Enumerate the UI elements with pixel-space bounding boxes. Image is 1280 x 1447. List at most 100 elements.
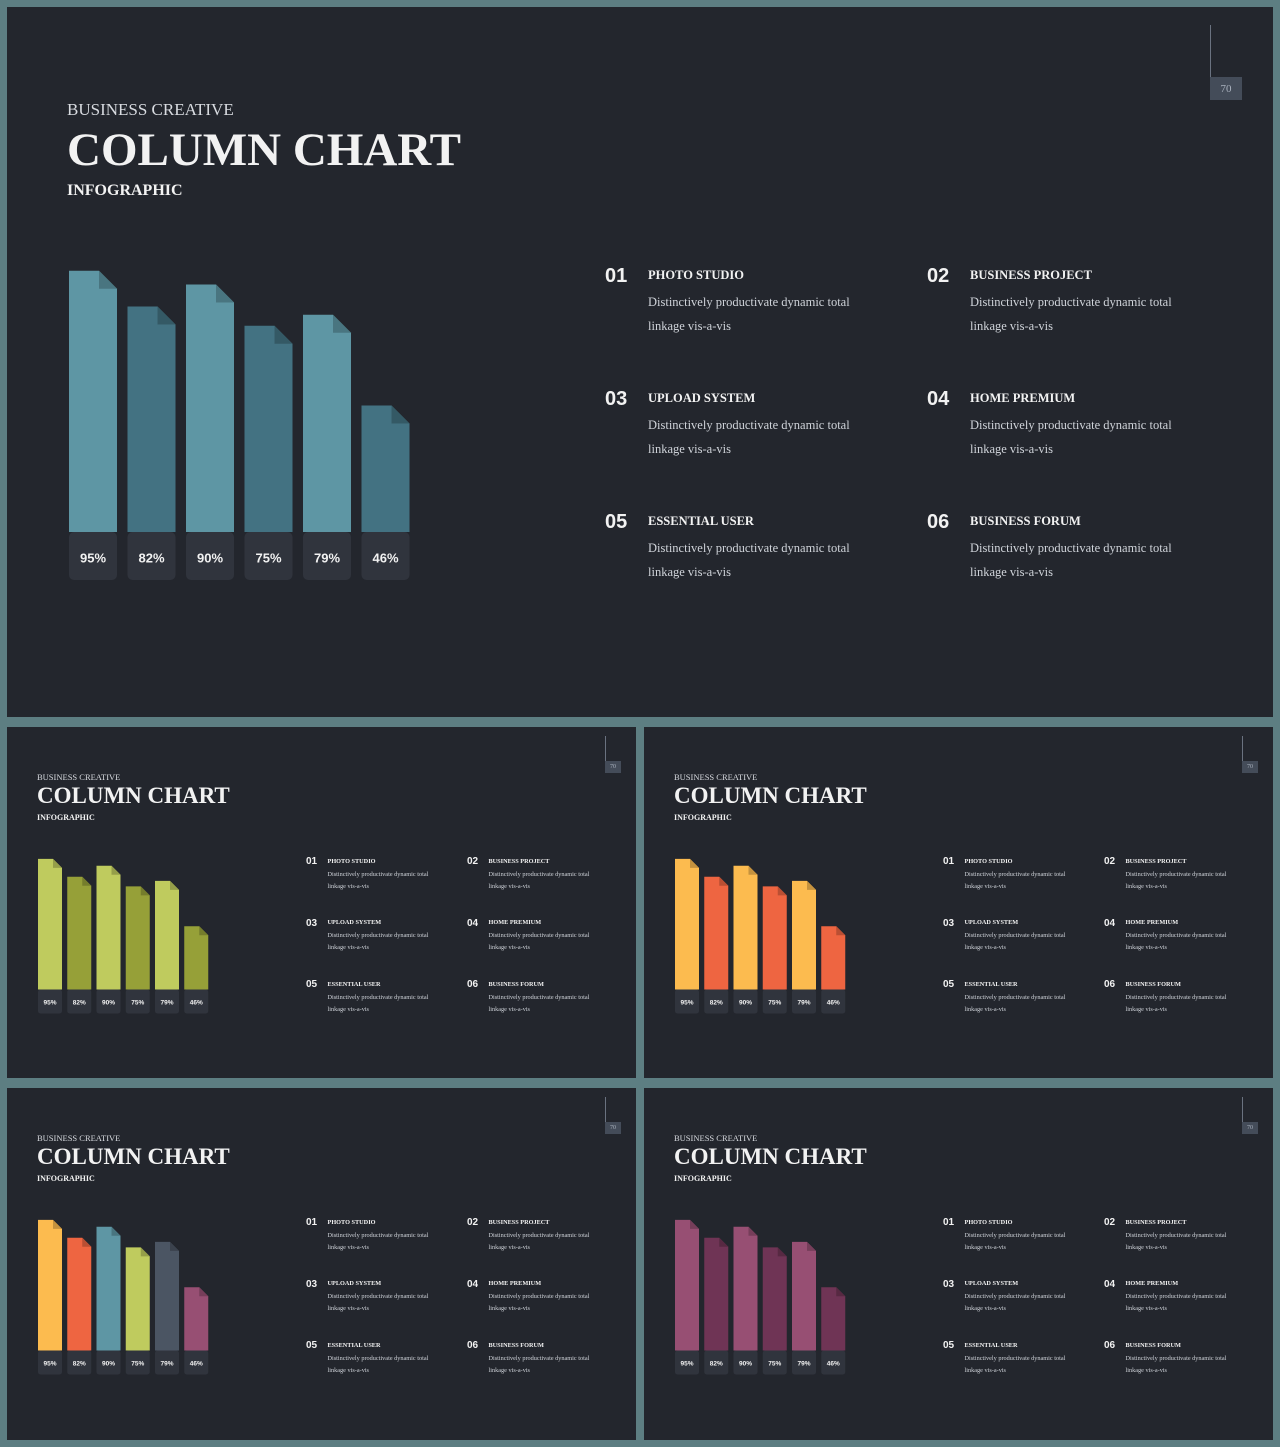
- item-title: HOME PREMIUM: [1125, 1280, 1179, 1287]
- value-label-box-03: [733, 989, 758, 1014]
- value-label-box-06: [361, 532, 410, 580]
- bar-value-label-06: 46%: [190, 1000, 203, 1007]
- value-label-box-05: [792, 989, 816, 1014]
- bar-value-label-05: 79%: [160, 1361, 173, 1368]
- item-number: 02: [467, 856, 479, 867]
- bar-value-label-01: 95%: [43, 1361, 56, 1368]
- bar-value-label-02: 82%: [710, 1000, 723, 1007]
- slide-tagline: INFOGRAPHIC: [37, 1174, 95, 1183]
- bar-06: [821, 926, 846, 990]
- item-number: 05: [943, 1340, 955, 1351]
- bar-value-label-03: 90%: [197, 550, 223, 565]
- bar-fold-05: [170, 1241, 179, 1251]
- item-title: BUSINESS FORUM: [488, 1341, 544, 1349]
- bar-01: [69, 270, 117, 532]
- item-description: Distinctively productivate dynamic total…: [488, 1231, 590, 1251]
- item-description: Distinctively productivate dynamic total…: [327, 1293, 429, 1312]
- item-title: ESSENTIAL USER: [327, 1341, 381, 1349]
- value-label-box-01: [38, 1350, 62, 1375]
- item-title: UPLOAD SYSTEM: [327, 1280, 382, 1287]
- item-number: 01: [306, 856, 318, 867]
- bar-fold-02: [157, 306, 176, 325]
- bar-fold-01: [99, 270, 117, 289]
- item-number: 06: [467, 1340, 479, 1351]
- item-number: 01: [605, 265, 628, 287]
- item-description: Distinctively productivate dynamic total…: [327, 870, 429, 890]
- slide-tagline: INFOGRAPHIC: [67, 182, 183, 199]
- value-label-box-04: [762, 1350, 787, 1375]
- bar-02: [67, 1237, 92, 1351]
- bar-fold-03: [111, 865, 121, 875]
- item-title: UPLOAD SYSTEM: [327, 919, 382, 926]
- slide-subtitle: BUSINESS CREATIVE: [37, 1133, 121, 1143]
- bar-fold-05: [807, 1241, 816, 1251]
- bar-fold-05: [333, 314, 351, 333]
- value-label-box-04: [244, 532, 293, 580]
- bar-fold-03: [216, 284, 234, 303]
- item-description: Distinctively productivate dynamic total…: [1125, 1293, 1227, 1312]
- bar-03: [733, 1226, 758, 1351]
- item-number: 06: [1104, 1340, 1116, 1351]
- slide-tagline: INFOGRAPHIC: [674, 813, 732, 822]
- value-label-box-01: [675, 1350, 699, 1375]
- bar-02: [704, 1237, 729, 1351]
- value-label-box-05: [303, 532, 351, 580]
- item-number: 05: [306, 1340, 318, 1351]
- bar-fold-02: [82, 876, 92, 886]
- item-title: BUSINESS PROJECT: [1125, 1218, 1187, 1226]
- item-description: Distinctively productivate dynamic total…: [648, 418, 850, 456]
- bar-value-label-01: 95%: [680, 1000, 693, 1007]
- bar-value-label-03: 90%: [102, 1000, 115, 1007]
- item-description: Distinctively productivate dynamic total…: [488, 932, 590, 951]
- bar-01: [38, 858, 62, 990]
- item-number: 03: [943, 917, 955, 929]
- item-title: ESSENTIAL USER: [964, 1341, 1018, 1349]
- value-label-box-02: [704, 989, 729, 1014]
- bar-fold-05: [807, 880, 816, 890]
- slide-title: COLUMN CHART: [674, 783, 867, 808]
- value-label-box-01: [69, 532, 117, 580]
- item-description: Distinctively productivate dynamic total…: [488, 993, 590, 1013]
- item-number: 02: [1104, 1217, 1116, 1228]
- item-description: Distinctively productivate dynamic total…: [648, 295, 850, 333]
- column-chart: 95% 82% 90% 75% 79% 46%: [675, 858, 846, 1014]
- corner-divider: [1242, 736, 1243, 772]
- value-label-box-05: [155, 1350, 179, 1375]
- bar-value-label-04: 75%: [131, 1361, 144, 1368]
- item-title: HOME PREMIUM: [488, 1280, 542, 1287]
- value-label-box-06: [821, 989, 846, 1014]
- item-description: Distinctively productivate dynamic total…: [488, 1354, 590, 1374]
- item-title: BUSINESS FORUM: [970, 514, 1081, 528]
- bar-value-label-05: 79%: [797, 1361, 810, 1368]
- item-title: PHOTO STUDIO: [964, 857, 1013, 865]
- bar-fold-04: [777, 1247, 787, 1257]
- slide-title: COLUMN CHART: [67, 124, 461, 176]
- item-title: HOME PREMIUM: [488, 919, 542, 926]
- bar-04: [244, 325, 293, 532]
- bar-value-label-02: 82%: [138, 550, 164, 565]
- item-number: 01: [306, 1217, 318, 1228]
- column-chart: 95% 82% 90% 75% 79% 46%: [38, 1219, 209, 1375]
- page-number-badge: 70: [1242, 1122, 1258, 1134]
- bar-fold-04: [274, 325, 293, 344]
- item-title: PHOTO STUDIO: [327, 1218, 376, 1226]
- value-label-box-06: [184, 1350, 209, 1375]
- value-label-box-02: [704, 1350, 729, 1375]
- item-number: 02: [927, 265, 950, 287]
- value-label-box-04: [762, 989, 787, 1014]
- item-number: 03: [306, 1278, 318, 1290]
- bar-02: [127, 306, 176, 532]
- item-description: Distinctively productivate dynamic total…: [1125, 1354, 1227, 1374]
- item-number: 01: [943, 856, 955, 867]
- item-number: 03: [306, 917, 318, 929]
- item-number: 06: [467, 979, 479, 990]
- item-title: UPLOAD SYSTEM: [964, 919, 1019, 926]
- value-label-box-05: [792, 1350, 816, 1375]
- bar-fold-01: [53, 858, 62, 868]
- column-chart: 95% 82% 90% 75% 79% 46%: [38, 858, 209, 1014]
- item-number: 05: [943, 979, 955, 990]
- item-title: PHOTO STUDIO: [648, 268, 744, 282]
- bar-value-label-06: 46%: [827, 1361, 840, 1368]
- item-title: BUSINESS PROJECT: [970, 268, 1092, 282]
- item-description: Distinctively productivate dynamic total…: [327, 1354, 429, 1374]
